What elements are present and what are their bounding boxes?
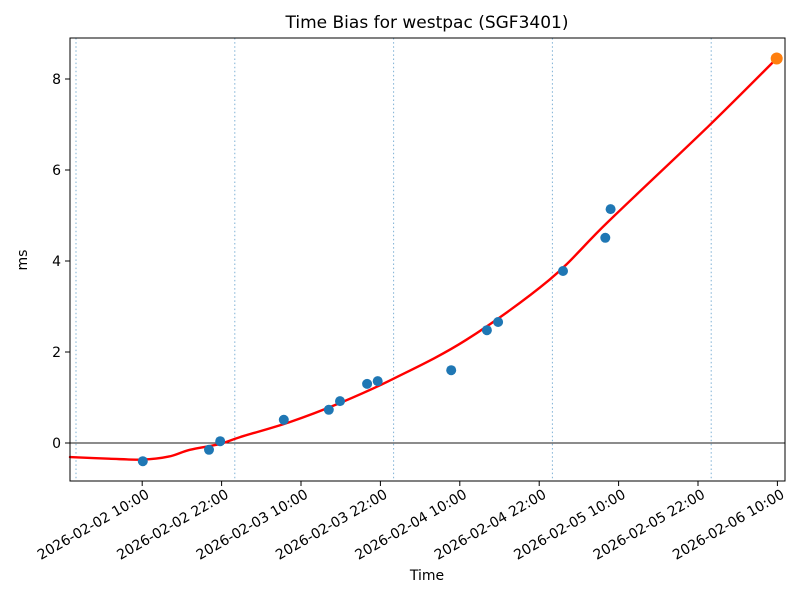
y-tick-label: 0: [52, 436, 61, 452]
fit-curve: [68, 57, 778, 461]
data-point: [137, 456, 148, 467]
chart-title: Time Bias for westpac (SGF3401): [285, 13, 569, 33]
y-tick-label: 4: [52, 254, 61, 270]
data-point: [323, 404, 334, 415]
data-point: [600, 232, 611, 243]
x-axis-label: Time: [409, 568, 444, 584]
data-point: [204, 444, 214, 455]
y-tick-label: 2: [52, 345, 61, 361]
data-point: [605, 204, 616, 215]
y-tick-label: 8: [52, 72, 61, 88]
data-point: [372, 376, 383, 387]
data-point: [446, 365, 457, 376]
fit-curve-layer: [68, 57, 778, 461]
scatter-layer: [137, 52, 783, 467]
data-point: [335, 396, 345, 407]
y-axis-label: ms: [15, 250, 31, 271]
predicted-point: [770, 52, 783, 65]
plot-border: [69, 37, 786, 482]
data-point: [362, 378, 373, 389]
data-point: [493, 317, 504, 327]
data-point: [558, 266, 568, 276]
y-tick-label: 6: [52, 163, 61, 179]
data-point: [215, 436, 226, 447]
data-point: [481, 325, 492, 336]
data-point: [278, 414, 289, 425]
gridlines-layer: [70, 38, 785, 481]
